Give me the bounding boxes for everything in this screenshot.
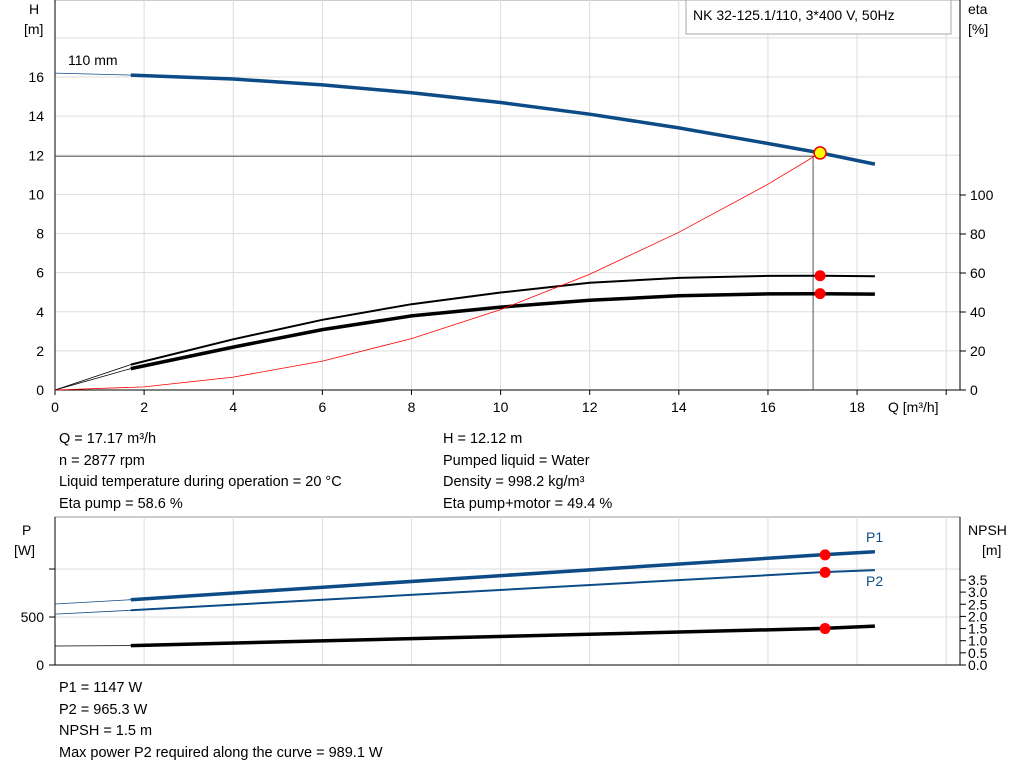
h-axis-unit: [m] bbox=[24, 21, 43, 37]
npsh-axis-label: NPSH bbox=[968, 522, 1007, 538]
p-axis-label: P bbox=[22, 522, 31, 538]
info-q: Q = 17.17 m³/h bbox=[59, 431, 157, 447]
info-power: P1 = 1147 W P2 = 965.3 W NPSH = 1.5 m Ma… bbox=[59, 678, 383, 764]
eta-pump-duty-point bbox=[814, 270, 826, 282]
duty-point-marker bbox=[819, 623, 831, 635]
h-axis-label: H bbox=[29, 1, 39, 17]
npsh-tick-label: 1.0 bbox=[968, 633, 988, 649]
system-curve bbox=[54, 152, 821, 391]
eta-tick-label: 20 bbox=[970, 343, 986, 359]
info-eta-total: Eta pump+motor = 49.4 % bbox=[443, 495, 613, 512]
info-eta-pump: Eta pump = 58.6 % bbox=[59, 495, 183, 512]
h-tick-label: 6 bbox=[36, 265, 44, 281]
impeller-label: 110 mm bbox=[68, 52, 118, 68]
h-tick-label: 0 bbox=[36, 382, 44, 398]
x-tick-label: 2 bbox=[140, 399, 148, 415]
eta-axis-unit: [%] bbox=[968, 21, 988, 37]
info-p1: P1 = 1147 W bbox=[59, 680, 143, 696]
info-left: Q = 17.17 m³/h n = 2877 rpm Liquid tempe… bbox=[59, 429, 342, 515]
info-npsh: NPSH = 1.5 m bbox=[59, 723, 153, 739]
info-n: n = 2877 rpm bbox=[59, 452, 145, 469]
plot-area-top bbox=[54, 0, 961, 391]
eta-tick-label: 40 bbox=[970, 304, 986, 320]
h-tick-label: 2 bbox=[36, 343, 44, 359]
npsh-tick-label: 2.5 bbox=[968, 596, 988, 612]
info-temp: Liquid temperature during operation = 20… bbox=[59, 474, 342, 490]
eta-tick-label: 100 bbox=[970, 187, 994, 203]
h-tick-label: 10 bbox=[28, 186, 44, 202]
eta-tick-label: 60 bbox=[970, 265, 986, 281]
h-tick-label: 16 bbox=[28, 69, 44, 85]
x-tick-label: 18 bbox=[849, 399, 865, 415]
npsh-tick-label: 0.0 bbox=[968, 657, 988, 673]
duty-point bbox=[813, 146, 827, 160]
x-tick-label: 12 bbox=[582, 399, 598, 415]
plot-area-bottom bbox=[54, 516, 961, 666]
duty-point-marker bbox=[819, 566, 831, 578]
eta-total-curve bbox=[130, 291, 875, 371]
p-axis-unit: [W] bbox=[14, 542, 35, 558]
series-label-p1: P1 bbox=[866, 529, 883, 545]
x-tick-label: 0 bbox=[51, 399, 59, 415]
duty-point-marker bbox=[819, 549, 831, 561]
eta-axis-label: eta bbox=[968, 1, 988, 17]
q-axis-label: Q [m³/h] bbox=[888, 399, 939, 415]
info-h: H = 12.12 m bbox=[443, 431, 523, 447]
x-tick-label: 4 bbox=[229, 399, 237, 415]
info-max-p2: Max power P2 required along the curve = … bbox=[59, 744, 383, 761]
eta-total-duty-point bbox=[814, 288, 826, 300]
pump-title-box bbox=[685, 0, 952, 35]
p-tick-label: 0 bbox=[36, 657, 44, 673]
info-p2: P2 = 965.3 W bbox=[59, 701, 148, 718]
x-tick-label: 8 bbox=[408, 399, 416, 415]
x-tick-label: 14 bbox=[671, 399, 687, 415]
eta-pump-curve bbox=[130, 274, 875, 366]
npsh-tick-label: 1.5 bbox=[968, 621, 988, 637]
h-tick-label: 4 bbox=[36, 304, 44, 320]
head-curve bbox=[130, 73, 876, 166]
npsh-tick-label: 3.0 bbox=[968, 584, 988, 600]
info-liquid: Pumped liquid = Water bbox=[443, 452, 590, 469]
info-density: Density = 998.2 kg/m³ bbox=[443, 474, 585, 490]
x-tick-label: 10 bbox=[493, 399, 509, 415]
npsh-tick-label: 0.5 bbox=[968, 645, 988, 661]
x-tick-label: 6 bbox=[318, 399, 326, 415]
h-tick-label: 14 bbox=[28, 108, 44, 124]
pump-title: NK 32-125.1/110, 3*400 V, 50Hz bbox=[693, 7, 895, 23]
eta-tick-label: 80 bbox=[970, 226, 986, 242]
p-tick-label: 500 bbox=[21, 609, 45, 625]
npsh-axis-unit: [m] bbox=[982, 542, 1001, 558]
info-right: H = 12.12 m Pumped liquid = Water Densit… bbox=[443, 429, 612, 515]
h-tick-label: 8 bbox=[36, 226, 44, 242]
npsh-tick-label: 2.0 bbox=[968, 608, 988, 624]
h-tick-label: 12 bbox=[28, 147, 44, 163]
eta-tick-label: 0 bbox=[970, 382, 978, 398]
npsh-tick-label: 3.5 bbox=[968, 572, 988, 588]
x-tick-label: 16 bbox=[760, 399, 776, 415]
series-label-p2: P2 bbox=[866, 573, 883, 589]
